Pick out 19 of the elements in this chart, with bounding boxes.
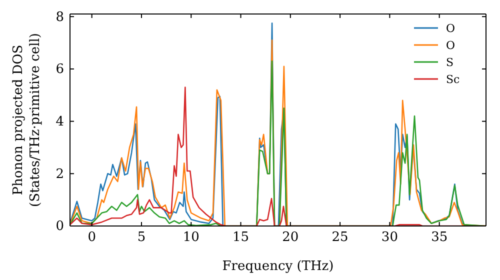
x-tick-label: 35 — [431, 230, 448, 246]
y-tick-label: 0 — [56, 219, 64, 234]
x-tick-label: 15 — [232, 230, 250, 246]
y-tick-label: 6 — [56, 62, 64, 78]
x-tick-label: 30 — [381, 230, 398, 246]
x-tick-label: 25 — [332, 230, 348, 246]
legend-label: O — [446, 22, 456, 35]
y-axis-title: Phonon projected DOS (States/THz·primitive cell) — [11, 32, 43, 208]
legend-label: Sc — [446, 73, 460, 86]
x-tick-label: 10 — [182, 230, 200, 246]
x-tick-label: 5 — [137, 230, 146, 246]
y-tick-label: 8 — [56, 10, 64, 25]
x-tick-label: 20 — [282, 230, 299, 246]
legend-label: O — [446, 39, 456, 52]
x-axis-title: Frequency (THz) — [222, 259, 334, 274]
y-tick-label: 4 — [56, 114, 64, 130]
y-tick-label: 2 — [56, 166, 64, 182]
legend-label: S — [446, 56, 454, 69]
x-tick-label: 0 — [88, 230, 96, 246]
